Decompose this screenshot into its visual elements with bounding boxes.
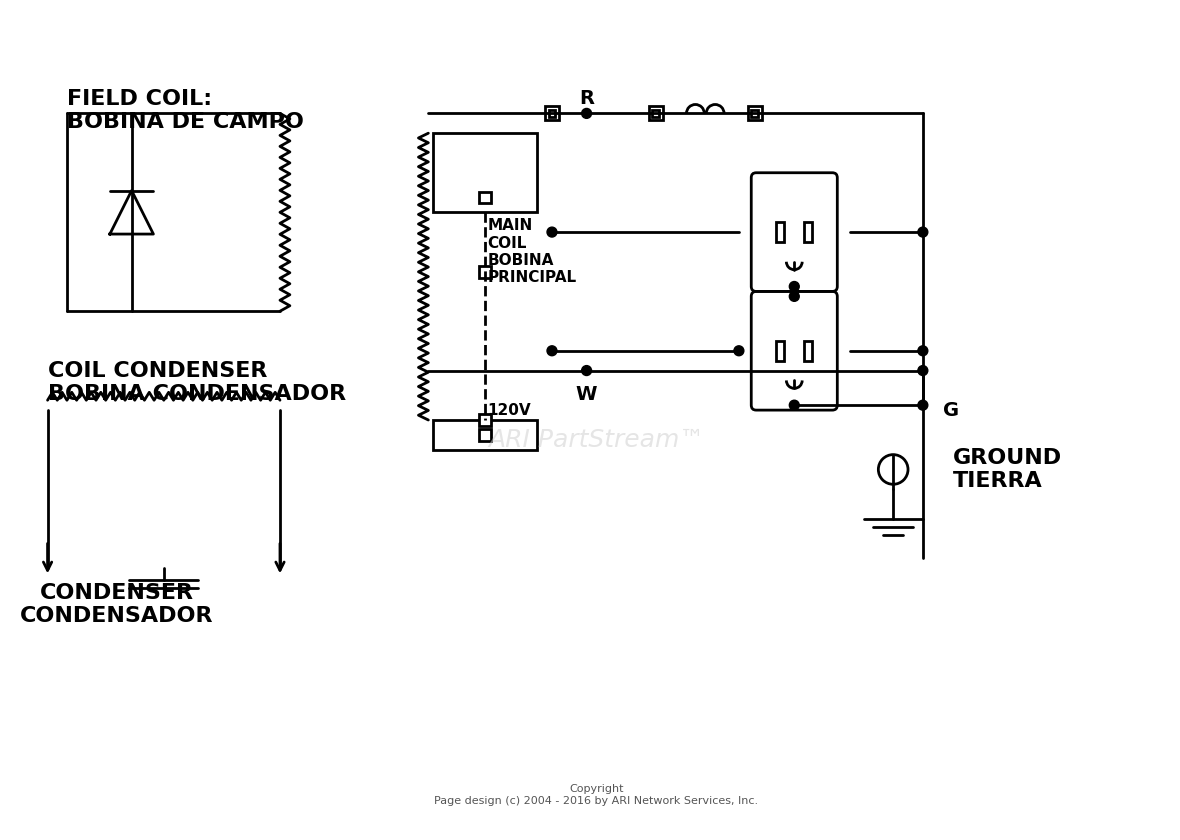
Bar — [479, 414, 491, 426]
Bar — [549, 110, 556, 117]
Bar — [433, 134, 537, 213]
Bar — [479, 192, 491, 203]
Text: 120V: 120V — [487, 402, 531, 417]
Text: GROUND
TIERRA: GROUND TIERRA — [952, 448, 1062, 491]
Bar — [433, 420, 537, 449]
Bar — [776, 223, 785, 242]
Text: G: G — [943, 401, 959, 420]
Text: R: R — [579, 89, 594, 108]
Bar — [479, 265, 491, 277]
Text: COIL CONDENSER
BOBINA CONDENSADOR: COIL CONDENSER BOBINA CONDENSADOR — [47, 360, 346, 404]
Bar — [776, 341, 785, 360]
Circle shape — [548, 346, 557, 355]
Text: FIELD COIL:
BOBINA DE CAMPO: FIELD COIL: BOBINA DE CAMPO — [67, 89, 304, 132]
Text: CONDENSER
CONDENSADOR: CONDENSER CONDENSADOR — [20, 583, 214, 627]
Text: ARI PartStream™: ARI PartStream™ — [489, 428, 704, 452]
Circle shape — [789, 291, 799, 302]
Bar — [479, 429, 491, 441]
Circle shape — [918, 400, 927, 410]
Bar — [805, 341, 812, 360]
Bar — [748, 107, 761, 120]
Circle shape — [918, 227, 927, 237]
Text: MAIN
COIL
BOBINA
PRINCIPAL: MAIN COIL BOBINA PRINCIPAL — [487, 218, 577, 286]
Bar — [805, 223, 812, 242]
Bar — [752, 110, 759, 117]
Circle shape — [734, 346, 743, 355]
Bar — [545, 107, 559, 120]
Circle shape — [582, 365, 591, 375]
Circle shape — [918, 346, 927, 355]
Text: Copyright
Page design (c) 2004 - 2016 by ARI Network Services, Inc.: Copyright Page design (c) 2004 - 2016 by… — [434, 784, 759, 806]
Bar — [653, 110, 660, 117]
Circle shape — [789, 400, 799, 410]
Circle shape — [918, 365, 927, 375]
Text: W: W — [576, 386, 597, 404]
Circle shape — [548, 227, 557, 237]
Circle shape — [582, 108, 591, 118]
Circle shape — [789, 281, 799, 291]
Bar — [649, 107, 663, 120]
